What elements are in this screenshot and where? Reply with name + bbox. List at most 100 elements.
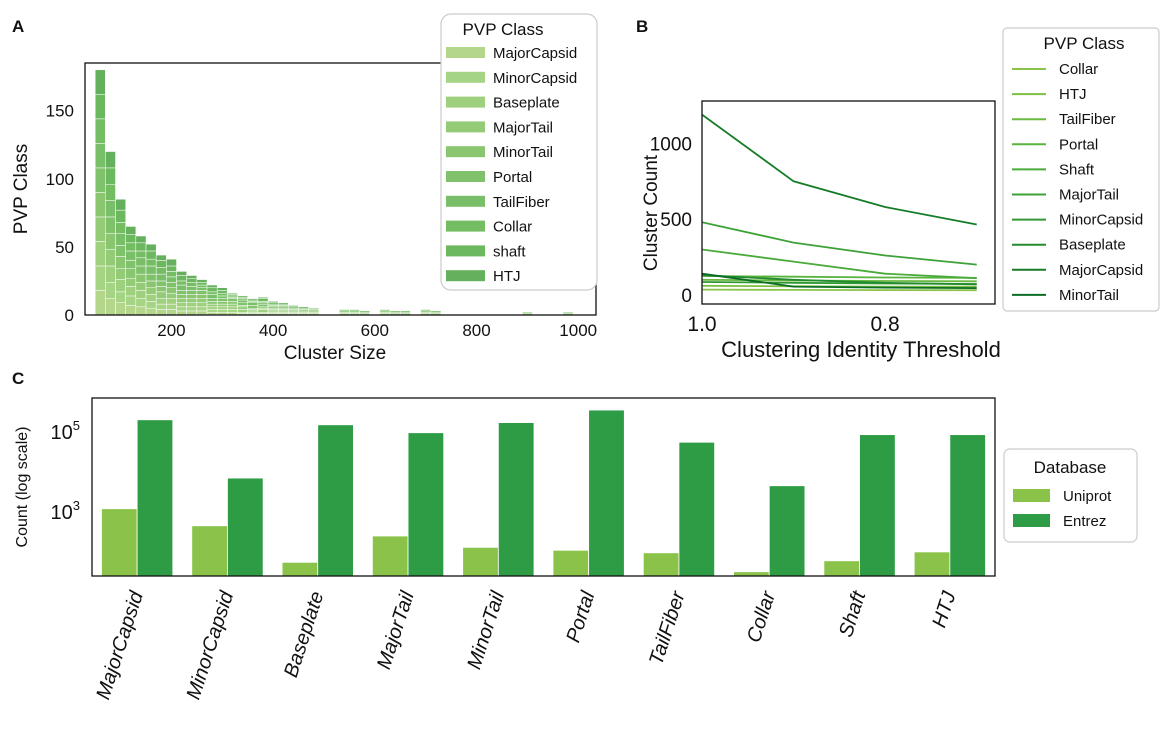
c-legend: Database Uniprot Entrez bbox=[1003, 448, 1138, 543]
b-legend-box bbox=[1002, 27, 1160, 312]
a-legend-swatch-collar bbox=[446, 220, 485, 232]
a-bar-segment-majortail bbox=[186, 298, 198, 303]
c-plot-frame bbox=[91, 397, 996, 577]
a-legend-swatch-majorcapsid bbox=[446, 47, 485, 58]
a-bar-segment-minorcapsid bbox=[227, 309, 238, 313]
c-bar-entrez-tailfiber bbox=[678, 441, 716, 577]
a-legend-label-collar: Collar bbox=[493, 219, 532, 236]
a-bar-segment-baseplate bbox=[105, 265, 116, 283]
a-bar-segment-htj bbox=[237, 295, 248, 298]
a-bar-segment-shaft bbox=[176, 275, 187, 282]
a-bar-segment-tailfiber bbox=[216, 295, 228, 299]
a-bar-segment-tailfiber bbox=[379, 309, 391, 312]
a-x-tick-label: 600 bbox=[361, 321, 389, 340]
b-y-tick-label: 1000 bbox=[650, 134, 692, 155]
a-bar-segment-majorcapsid bbox=[94, 290, 106, 316]
c-bar-uniprot-minortail bbox=[462, 546, 499, 577]
b-line-collar bbox=[701, 288, 977, 292]
a-bar-segment-portal bbox=[176, 290, 187, 295]
a-bars bbox=[94, 69, 574, 316]
a-bar-segment-tailfiber bbox=[155, 273, 167, 282]
c-bar-entrez-minorcapsid bbox=[227, 477, 264, 577]
a-bar-segment-htj bbox=[94, 69, 106, 95]
a-bar-segment-tailfiber bbox=[94, 143, 106, 169]
a-bar-segment-tailfiber bbox=[176, 284, 187, 291]
a-bar-segment-shaft bbox=[288, 305, 299, 308]
c-bar-uniprot-minorcapsid bbox=[191, 525, 228, 577]
b-legend-label-minorcapsid: MinorCapsid bbox=[1059, 212, 1143, 229]
a-bar-segment-htj bbox=[186, 275, 198, 279]
a-bar-segment-baseplate bbox=[186, 302, 198, 308]
a-legend-label-minorcapsid: MinorCapsid bbox=[493, 70, 577, 87]
a-bar-segment-baseplate bbox=[135, 290, 147, 299]
a-bar-segment-portal bbox=[105, 216, 116, 234]
a-bar-segment-minortail bbox=[216, 301, 228, 305]
c-bar-entrez-htj bbox=[949, 434, 986, 577]
c-bars bbox=[101, 409, 986, 577]
a-bar-segment-majortail bbox=[155, 291, 167, 299]
b-legend-label-majorcapsid: MajorCapsid bbox=[1059, 262, 1143, 279]
a-bar-segment-shaft bbox=[105, 167, 116, 185]
a-legend-swatch-htj bbox=[446, 270, 485, 282]
c-category-labels: MajorCapsid MinorCapsid Baseplate MajorTail… bbox=[92, 587, 961, 702]
a-legend-swatch-majortail bbox=[446, 121, 485, 133]
a-x-ticks: 200 400 600 800 1000 bbox=[157, 321, 597, 340]
a-y-ticks: 0 50 100 150 bbox=[46, 102, 74, 325]
b-y-ticks: 0 500 1000 bbox=[650, 134, 692, 306]
a-bar-segment-baseplate bbox=[115, 279, 126, 293]
a-bar-segment-tailfiber bbox=[247, 302, 259, 306]
a-bar-segment-tailfiber bbox=[196, 287, 208, 291]
panel-letter-c: C bbox=[12, 369, 24, 388]
a-legend-label-majorcapsid: MajorCapsid bbox=[493, 45, 577, 62]
c-legend-title: Database bbox=[1034, 458, 1107, 477]
b-line-baseplate bbox=[701, 274, 977, 286]
a-bar-segment-tailfiber bbox=[206, 294, 218, 299]
a-bar-segment-baseplate bbox=[94, 241, 106, 267]
panel-b-lines: 1.0 0.8 0 500 1000 Clustering Identity Thre… bbox=[641, 27, 1160, 362]
a-legend-swatch-shaft bbox=[446, 245, 485, 257]
a-legend-label-tailfiber: TailFiber bbox=[493, 194, 550, 211]
a-bar-segment-htj bbox=[145, 243, 157, 252]
b-legend-items: Collar HTJ TailFiber Portal Shaft MajorTail Mi… bbox=[1012, 61, 1143, 304]
a-bar-segment-collar bbox=[145, 258, 157, 267]
c-y-tick-label: 105 bbox=[51, 418, 80, 444]
b-line-portal bbox=[701, 275, 977, 279]
a-bar-segment-minortail bbox=[176, 294, 187, 299]
a-legend-label-portal: Portal bbox=[493, 169, 532, 186]
a-bar-segment-baseplate bbox=[216, 306, 228, 310]
c-bar-entrez-majortail bbox=[407, 432, 445, 577]
a-bar-segment-htj bbox=[216, 287, 228, 291]
a-bar-segment-minortail bbox=[105, 233, 116, 250]
c-bar-entrez-majorcapsid bbox=[136, 419, 174, 577]
a-bar-segment-minortail bbox=[166, 287, 177, 294]
a-bar-segment-collar bbox=[206, 291, 218, 295]
a-bar-segment-minorcapsid bbox=[105, 282, 116, 299]
a-bar-segment-portal bbox=[155, 280, 167, 287]
a-bar-segment-majortail bbox=[166, 292, 177, 299]
a-bar-segment-collar bbox=[105, 183, 116, 201]
b-line-majortail bbox=[701, 221, 977, 266]
c-y-tick-label: 103 bbox=[51, 498, 80, 524]
a-bar-segment-tailfiber bbox=[145, 265, 157, 275]
a-bar-segment-minorcapsid bbox=[125, 295, 137, 306]
b-x-axis-label: Clustering Identity Threshold bbox=[721, 337, 1001, 362]
a-bar-segment-minortail bbox=[135, 273, 147, 283]
a-legend-swatch-tailfiber bbox=[446, 195, 485, 207]
a-bar-segment-shaft bbox=[125, 234, 137, 244]
a-bar-segment-tailfiber bbox=[389, 310, 401, 313]
c-category-label: MajorTail bbox=[373, 588, 419, 672]
a-bar-segment-minorcapsid bbox=[155, 303, 167, 310]
a-bar-segment-tailfiber bbox=[338, 309, 350, 312]
a-bar-segment-collar bbox=[166, 271, 177, 278]
a-bar-segment-shaft bbox=[298, 306, 309, 309]
a-bar-segment-majorcapsid bbox=[125, 305, 137, 316]
b-legend-title: PVP Class bbox=[1044, 34, 1125, 53]
a-bar-segment-portal bbox=[247, 305, 259, 309]
c-y-axis-label: Count (log scale) bbox=[14, 427, 31, 548]
b-line-shaft bbox=[701, 248, 977, 280]
a-bar-segment-majortail bbox=[125, 277, 137, 287]
a-bar-segment-majortail bbox=[206, 303, 218, 308]
a-bar-segment-shaft bbox=[166, 265, 177, 272]
a-x-tick-label: 400 bbox=[259, 321, 287, 340]
a-bar-segment-portal bbox=[227, 298, 238, 302]
